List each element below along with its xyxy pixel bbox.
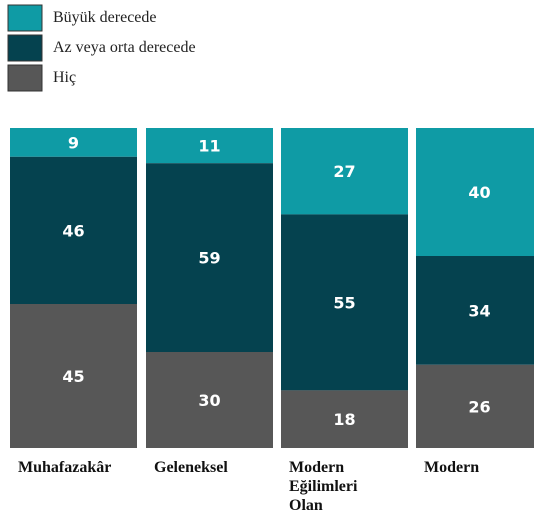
data-label-muhafazakar-az-veya-orta-derecede: 46 xyxy=(62,221,84,240)
legend-label-hic: Hiç xyxy=(53,69,76,86)
category-label-geleneksel: Geleneksel xyxy=(154,459,228,476)
category-label-muhafazakar: Muhafazakâr xyxy=(18,459,111,476)
bar-segment-modern-az-veya-orta-derecede xyxy=(416,256,534,365)
category-label-modern-egilimleri-olan-line-2: Eğilimleri xyxy=(289,478,358,495)
bar-segment-muhafazakar-hic xyxy=(10,304,137,448)
bar-segment-modern-egilimleri-olan-az-veya-orta-derecede xyxy=(281,214,408,391)
category-labels: Muhafazakâr Geleneksel Modern Eğilimleri Ola… xyxy=(18,459,479,514)
data-label-modern-egilimleri-olan-buyuk-derecede: 27 xyxy=(333,162,355,181)
data-label-modern-hic: 26 xyxy=(468,397,490,416)
data-label-modern-buyuk-derecede: 40 xyxy=(468,183,490,202)
bar-segment-modern-egilimleri-olan-hic xyxy=(281,390,408,448)
data-label-modern-egilimleri-olan-az-veya-orta-derecede: 55 xyxy=(333,293,355,312)
bar-segment-geleneksel-buyuk-derecede xyxy=(146,128,273,164)
legend-swatch-buyuk-derecede xyxy=(7,4,43,32)
bar-segment-modern-egilimleri-olan-buyuk-derecede xyxy=(281,128,408,215)
data-label-muhafazakar-hic: 45 xyxy=(62,367,84,386)
bars: 9 46 45 11 59 30 27 55 18 40 34 26 xyxy=(10,128,534,448)
data-label-geleneksel-az-veya-orta-derecede: 59 xyxy=(198,249,220,268)
data-label-geleneksel-hic: 30 xyxy=(198,391,220,410)
bar-segment-muhafazakar-buyuk-derecede xyxy=(10,128,137,157)
category-label-modern-egilimleri-olan-line-3: Olan xyxy=(289,497,323,514)
data-label-modern-az-veya-orta-derecede: 34 xyxy=(468,301,490,320)
legend-swatch-az-veya-orta-derecede xyxy=(7,34,43,62)
bar-segment-modern-hic xyxy=(416,364,534,448)
legend-label-buyuk-derecede: Büyük derecede xyxy=(53,9,157,26)
category-label-modern-egilimleri-olan-line-1: Modern xyxy=(289,459,344,476)
legend-label-az-veya-orta-derecede: Az veya orta derecede xyxy=(53,39,196,56)
data-label-muhafazakar-buyuk-derecede: 9 xyxy=(68,133,79,152)
bar-segment-muhafazakar-az-veya-orta-derecede xyxy=(10,156,137,304)
bar-segment-modern-buyuk-derecede xyxy=(416,128,534,256)
bar-segment-geleneksel-az-veya-orta-derecede xyxy=(146,163,273,352)
data-label-modern-egilimleri-olan-hic: 18 xyxy=(333,410,355,429)
category-label-modern: Modern xyxy=(424,459,479,476)
bar-segment-geleneksel-hic xyxy=(146,352,273,448)
legend: Büyük derecede Az veya orta derecede Hiç xyxy=(7,4,196,92)
data-label-geleneksel-buyuk-derecede: 11 xyxy=(198,137,220,156)
legend-swatch-hic xyxy=(7,64,43,92)
